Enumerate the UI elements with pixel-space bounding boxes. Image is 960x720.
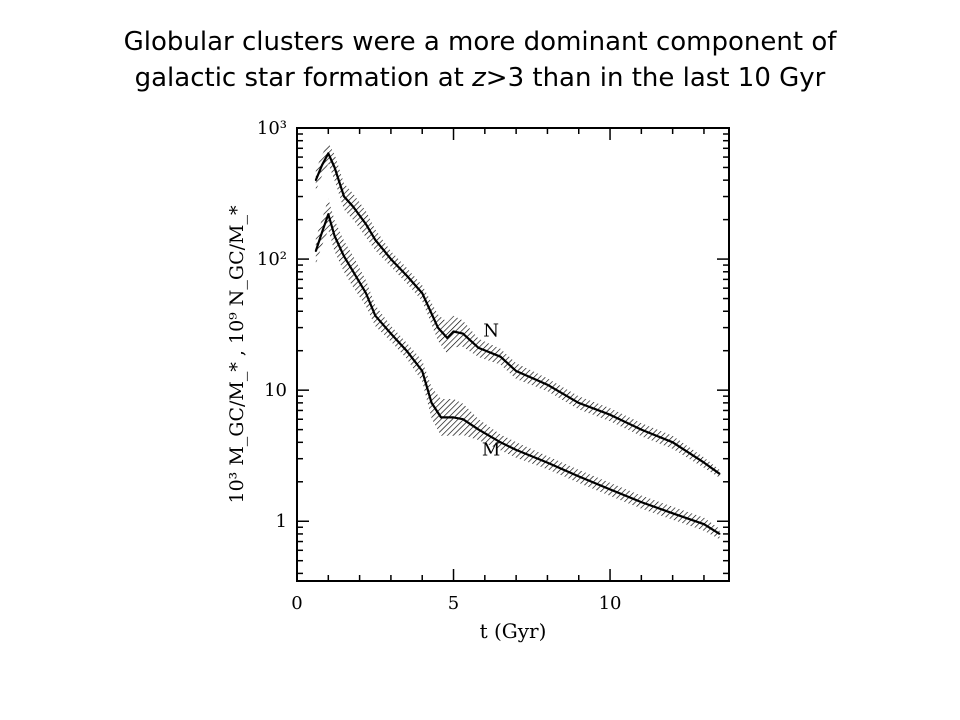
plot-frame [296, 127, 730, 582]
series-n-point [640, 428, 643, 431]
series-n-point [333, 166, 336, 169]
x-tick-label: 10 [599, 593, 622, 614]
series-n-point [577, 402, 580, 404]
title-line-1: Globular clusters were a more dominant c… [123, 27, 837, 57]
y-tick-label: 10² [257, 249, 287, 270]
curve-label-m: M [482, 439, 500, 460]
axes: 0 5 10 1 10 10² 10³ t (Gyr) 10³ M_GC/M_* , 10⁹ N… [226, 118, 729, 643]
series-m-point [452, 416, 455, 419]
series-m-point [314, 250, 317, 253]
x-tick-label: 5 [448, 593, 459, 614]
series-m-point [327, 213, 330, 216]
series-m-point [703, 523, 705, 526]
series-n-point [327, 152, 330, 155]
series-m-point [609, 488, 611, 491]
series-n-point [477, 347, 480, 349]
title-redshift-z: z [472, 63, 486, 93]
series-m-point [333, 235, 336, 237]
series-m-point [515, 449, 517, 451]
series-m-point [374, 314, 377, 317]
series-m-point [640, 501, 643, 503]
curve-label-n: N [483, 321, 499, 342]
series-n-point [546, 383, 549, 386]
series-n-point [365, 223, 367, 226]
series-m-point [405, 349, 408, 352]
plot-area: NM [314, 142, 721, 540]
series-m-point [321, 231, 323, 234]
x-axis-label: t (Gyr) [480, 619, 547, 643]
y-tick-label: 10 [264, 380, 287, 401]
series-n-point [499, 355, 502, 358]
x-tick-label: 0 [291, 593, 302, 614]
series-m-point [430, 402, 433, 404]
y-tick-label: 10³ [257, 118, 287, 139]
series-n-point [718, 472, 721, 475]
series-n-point [446, 337, 449, 339]
series-m-point [390, 332, 392, 335]
series-n-point [515, 370, 517, 372]
series-m-point [462, 418, 464, 421]
slide-title: Globular clusters were a more dominant c… [0, 24, 960, 96]
series-n-point [321, 164, 323, 167]
y-axis-label: 10³ M_GC/M_* , 10⁹ N_GC/M_* [226, 205, 248, 504]
series-m-point [477, 428, 480, 431]
y-tick-label: 1 [276, 511, 287, 532]
series-m-point [421, 370, 424, 372]
series-n-point [405, 274, 408, 277]
series-m-point [365, 292, 367, 294]
series-n-point [314, 179, 317, 182]
title-line-2-pre: galactic star formation at [134, 63, 473, 93]
series-n-point [343, 195, 345, 198]
series-m-point [440, 416, 442, 419]
series-m-point [546, 461, 549, 464]
title-line-2: galactic star formation at z>3 than in t… [0, 60, 960, 96]
series-m-point [343, 255, 345, 258]
series-m-point [718, 533, 721, 535]
series-m-point [499, 441, 502, 444]
series-n-point [421, 292, 424, 294]
series-m-point [352, 270, 355, 273]
series-n-point [374, 239, 377, 241]
series-n-point [609, 413, 611, 416]
series-n-point [452, 330, 455, 333]
series-n-point [390, 258, 392, 260]
title-line-2-post: >3 than in the last 10 Gyr [485, 63, 826, 93]
series-n-point [462, 332, 464, 335]
series-n-point [437, 326, 439, 329]
series-n-point [703, 461, 705, 464]
series-n-point [352, 206, 355, 208]
series-n-point [671, 441, 674, 444]
series-m-point [671, 512, 674, 515]
series-n-band [315, 142, 720, 478]
series-m-point [577, 475, 580, 478]
